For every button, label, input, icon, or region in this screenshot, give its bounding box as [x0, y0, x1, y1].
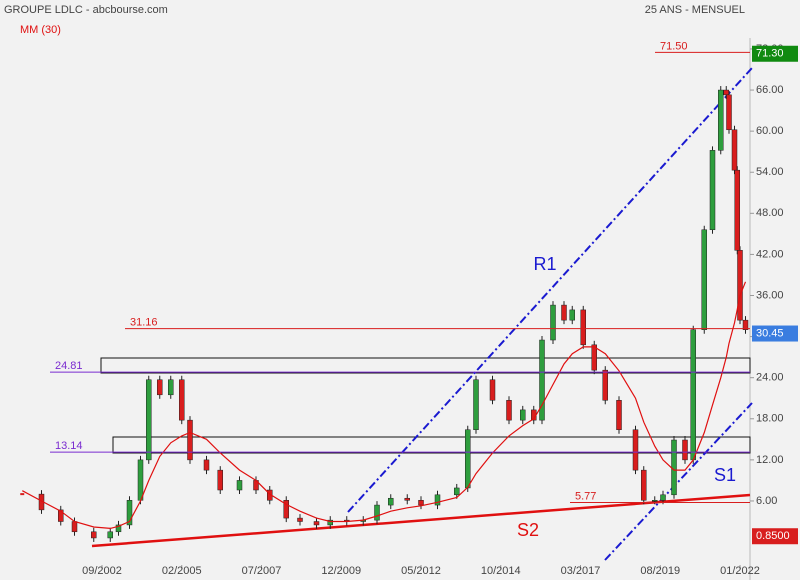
candle [734, 169, 740, 251]
level-label: 5.77 [575, 490, 596, 502]
annotation: S1 [714, 465, 736, 485]
trend-line [604, 402, 753, 561]
price-marker-label: 71.30 [756, 48, 784, 60]
candle [690, 329, 696, 461]
x-tick-label: 01/2022 [720, 565, 760, 577]
x-tick-label: 12/2009 [321, 565, 361, 577]
candle [434, 494, 441, 506]
level-label: 24.81 [55, 360, 83, 372]
annotation: R1 [533, 254, 556, 274]
candle [473, 379, 479, 430]
title: GROUPE LDLC - abcbourse.com [4, 4, 168, 16]
candle [404, 497, 410, 501]
y-tick-label: 12.00 [756, 454, 784, 466]
candle [660, 494, 666, 501]
candle [126, 500, 133, 526]
support-line [91, 493, 751, 548]
candle [327, 519, 333, 526]
level-label: 13.14 [55, 440, 83, 452]
candle [168, 379, 174, 396]
candle [718, 89, 724, 151]
candle [187, 419, 193, 461]
candle [731, 129, 738, 171]
candle [107, 531, 113, 539]
level-label: 71.50 [660, 40, 688, 52]
price-marker-label: 30.45 [756, 327, 784, 339]
candle [701, 229, 707, 331]
candle [539, 339, 545, 421]
level-label: 31.16 [130, 317, 158, 329]
zone-box [112, 436, 751, 454]
y-tick-label: 18.00 [756, 413, 784, 425]
candle [671, 439, 677, 496]
candle [561, 304, 567, 321]
candle [550, 304, 556, 341]
candle [374, 504, 380, 521]
x-tick-label: 02/2005 [162, 565, 202, 577]
candle [723, 89, 729, 96]
candle [71, 521, 78, 533]
y-tick-label: 48.00 [756, 207, 784, 219]
candle [602, 369, 608, 401]
moving-average [22, 281, 747, 530]
period: 25 ANS - MENSUEL [645, 4, 745, 16]
candle [203, 459, 210, 471]
y-tick-label: 42.00 [756, 248, 784, 260]
candle [632, 429, 639, 471]
candle [58, 509, 64, 522]
x-tick-label: 09/2002 [82, 565, 122, 577]
candle [489, 379, 496, 401]
x-tick-label: 05/2012 [401, 565, 441, 577]
candle [580, 309, 586, 346]
price-marker [752, 528, 798, 545]
candle [91, 531, 97, 539]
candle [742, 319, 749, 331]
y-tick-label: 6.00 [756, 495, 777, 507]
candle [157, 379, 163, 396]
trend-line [347, 67, 753, 513]
x-tick-label: 10/2014 [481, 565, 521, 577]
candle [465, 429, 471, 489]
candle [297, 517, 303, 522]
price-marker [752, 325, 798, 342]
annotation: S2 [517, 520, 539, 540]
candle [641, 469, 647, 501]
y-tick-label: 24.00 [756, 372, 784, 384]
candle [146, 379, 152, 461]
candle [236, 480, 243, 491]
candle [179, 379, 185, 421]
candle [616, 400, 622, 430]
candle [737, 250, 743, 321]
candle [20, 493, 25, 496]
candle [217, 469, 223, 491]
y-tick-label: 60.00 [756, 125, 784, 137]
candle [709, 150, 716, 231]
candle [506, 400, 512, 421]
zone-box [100, 357, 751, 374]
candle [283, 500, 289, 519]
candle [652, 500, 658, 502]
candle [313, 521, 320, 526]
candle [569, 309, 575, 321]
price-marker-label: 0.8500 [756, 530, 790, 542]
legend-entry: MM (30) [20, 24, 61, 36]
y-tick-label: 66.00 [756, 84, 784, 96]
x-tick-label: 08/2019 [640, 565, 680, 577]
price-marker [752, 45, 798, 62]
candle [115, 524, 122, 533]
candle [726, 94, 732, 131]
candle [591, 344, 597, 371]
candle [454, 487, 460, 496]
x-tick-label: 07/2007 [242, 565, 282, 577]
candle [682, 439, 688, 461]
candle [137, 459, 144, 501]
y-tick-label: 36.00 [756, 289, 784, 301]
x-tick-label: 03/2017 [561, 565, 601, 577]
candle [520, 409, 526, 421]
candle [388, 497, 394, 506]
candle [418, 500, 424, 506]
y-tick-label: 54.00 [756, 166, 784, 178]
